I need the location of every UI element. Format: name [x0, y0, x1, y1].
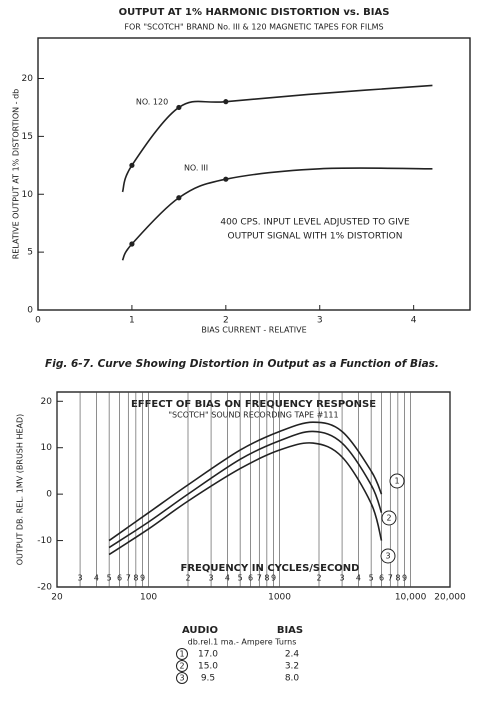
- x-tick-label: 20,000: [434, 593, 466, 603]
- x-tick-label: 8: [395, 574, 400, 583]
- chart-title: EFFECT OF BIAS ON FREQUENCY RESPONSE: [131, 399, 376, 410]
- y-tick-label: -10: [37, 536, 52, 546]
- table-cell: 2.4: [285, 650, 300, 660]
- x-tick-label: 8: [264, 574, 269, 583]
- series-label: NO. III: [184, 164, 208, 173]
- x-tick-label: 20: [51, 593, 63, 603]
- x-tick-label: 3: [78, 574, 83, 583]
- x-tick-label: 3: [209, 574, 214, 583]
- chart-title: OUTPUT AT 1% HARMONIC DISTORTION vs. BIA…: [119, 7, 390, 18]
- data-point: [176, 195, 182, 201]
- series-badge: [381, 510, 397, 526]
- series-label: NO. 120: [136, 98, 168, 107]
- y-tick-label: 10: [41, 443, 53, 453]
- y-tick-label: 15: [22, 132, 33, 142]
- plot-frame: [37, 37, 471, 311]
- title-backdrop: [117, 397, 387, 415]
- data-point: [176, 104, 182, 111]
- x-tick-label: 1000: [268, 593, 291, 603]
- table-cell: 2: [179, 662, 184, 671]
- chart-subtitle: FOR "SCOTCH" BRAND No. III & 120 MAGNETI…: [124, 23, 383, 32]
- y-axis-label: OUTPUT DB. REL. 1MV (BRUSH HEAD): [16, 414, 25, 566]
- table-cell: 3: [179, 674, 184, 683]
- x-tick-label: 7: [257, 574, 262, 583]
- y-tick-label: 0: [27, 306, 33, 316]
- x-tick-label: 10,000: [395, 593, 427, 603]
- x-tick-label: 5: [238, 574, 243, 583]
- y-tick-label: 20: [22, 74, 34, 84]
- table-units: db.rel.1 ma.- Ampere Turns: [188, 638, 297, 647]
- x-tick-label: 3: [340, 574, 345, 583]
- x-tick-label: 3: [317, 316, 323, 326]
- figure-caption: Fig. 6-7. Curve Showing Distortion in Ou…: [45, 358, 439, 370]
- row-badge: [176, 672, 188, 684]
- x-tick-label: 9: [402, 574, 407, 583]
- table-header: AUDIO: [182, 625, 218, 636]
- curve: [108, 442, 383, 556]
- x-tick-label: 9: [271, 574, 276, 583]
- x-tick-label: 2: [316, 574, 321, 583]
- x-tick-label: 2: [223, 316, 229, 326]
- table-cell: 9.5: [201, 674, 215, 684]
- x-tick-label: 7: [388, 574, 393, 583]
- x-tick-label: 7: [126, 574, 131, 583]
- y-tick-label: 10: [22, 190, 34, 200]
- data-point: [223, 99, 229, 105]
- row-badge: [176, 648, 188, 660]
- x-axis-label: FREQUENCY IN CYCLES/SECOND: [181, 563, 360, 574]
- x-tick-label: 6: [379, 574, 384, 583]
- y-tick-label: 5: [27, 248, 33, 258]
- x-tick-label: 4: [411, 316, 417, 326]
- data-point: [129, 162, 135, 168]
- series-badge: [389, 473, 405, 489]
- x-tick-label: 4: [356, 574, 361, 583]
- y-tick-label: 20: [41, 397, 53, 407]
- data-point: [223, 176, 229, 182]
- x-axis-label: BIAS CURRENT - RELATIVE: [201, 326, 306, 335]
- annotation: OUTPUT SIGNAL WITH 1% DISTORTION: [228, 232, 403, 242]
- table-cell: 1: [179, 650, 184, 659]
- x-tick-label: 4: [225, 574, 230, 583]
- x-tick-label: 2: [185, 574, 190, 583]
- y-tick-label: -20: [37, 583, 52, 593]
- table-cell: 3.2: [285, 662, 299, 672]
- x-tick-label: 6: [117, 574, 122, 583]
- curve: [121, 167, 433, 261]
- x-tick-label: 8: [133, 574, 138, 583]
- table-header: BIAS: [277, 625, 303, 636]
- table-cell: 17.0: [198, 650, 218, 660]
- x-tick-label: 5: [369, 574, 374, 583]
- x-tick-label: 5: [107, 574, 112, 583]
- data-point: [129, 241, 135, 247]
- y-tick-label: 0: [46, 490, 52, 500]
- series-label: 2: [386, 514, 391, 523]
- chart-subtitle: "SCOTCH" SOUND RECORDING TAPE #111: [168, 411, 338, 420]
- curve: [108, 430, 383, 549]
- row-badge: [176, 660, 188, 672]
- table-cell: 15.0: [198, 662, 218, 672]
- series-label: 3: [385, 552, 390, 561]
- x-tick-label: 0: [35, 316, 41, 326]
- x-tick-label: 100: [140, 593, 157, 603]
- series-badge: [380, 548, 396, 564]
- curve: [121, 84, 433, 193]
- x-tick-label: 6: [248, 574, 253, 583]
- x-tick-label: 9: [140, 574, 145, 583]
- x-tick-label: 4: [94, 574, 99, 583]
- x-tick-label: 1: [129, 316, 135, 326]
- y-axis-label: RELATIVE OUTPUT AT 1% DISTORTION - db: [12, 89, 21, 260]
- table-cell: 8.0: [285, 674, 300, 684]
- curve: [108, 421, 383, 542]
- series-label: 1: [394, 477, 399, 486]
- annotation: 400 CPS. INPUT LEVEL ADJUSTED TO GIVE: [220, 218, 410, 228]
